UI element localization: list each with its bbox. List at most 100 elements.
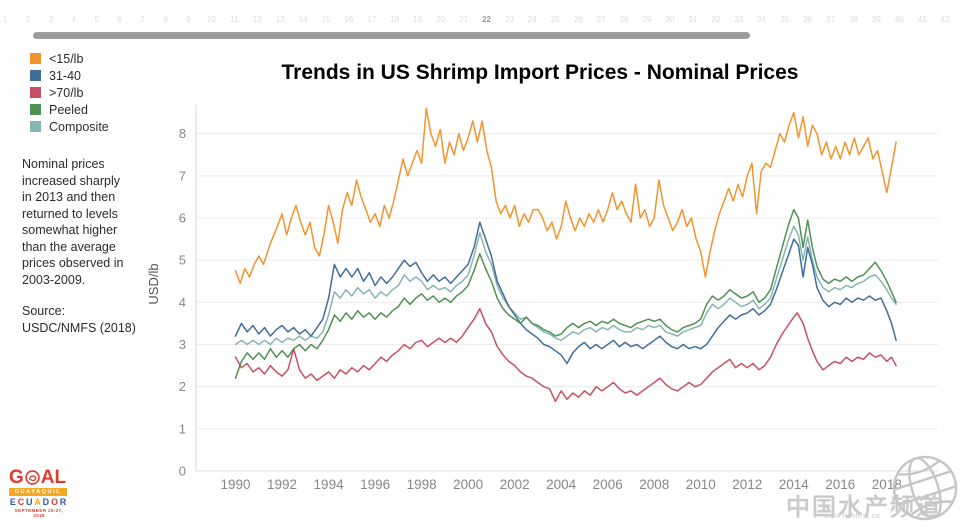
page-number: 2 [25,15,31,24]
logo-letter-g: G [9,467,24,488]
series-line-Peeled [234,208,897,379]
page-number: 27 [596,15,606,24]
logo-country-letter: U [26,497,35,507]
y-tick-label: 1 [179,421,186,436]
page-number-current: 22 [482,15,491,24]
page-number: 18 [390,15,400,24]
page-number: 37 [826,15,835,24]
legend-item: 31-40 [30,67,109,84]
legend-label: 31-40 [49,68,81,83]
x-tick-label: 1998 [407,477,437,492]
page-number: 4 [71,15,77,24]
logo-dates: SEPTEMBER 25-27, 2018 [14,508,64,518]
page-number: 11 [230,15,239,24]
page-number: 35 [780,15,790,24]
watermark-url: www.fishfirst.cn [824,513,881,520]
x-tick-label: 2014 [779,477,810,492]
page-number: 6 [117,15,122,24]
annotation-source: Source: USDC/NMFS (2018) [22,304,136,335]
page-number: 19 [413,15,423,24]
legend-item: Peeled [30,101,109,118]
page-number: 7 [140,15,145,24]
logo-country-letter: A [34,497,43,507]
page-number: 32 [711,15,721,24]
legend-label: Peeled [49,102,88,117]
page-number: 33 [734,15,744,24]
logo-ecuador-word: ECUADOR [9,497,69,507]
page-number: 14 [298,15,308,24]
logo-guayaquil-band: GUAYAQUIL [9,488,67,496]
y-tick-label: 0 [179,464,186,479]
page-number: 42 [940,15,950,24]
chart-title: Trends in US Shrimp Import Prices - Nomi… [281,61,799,84]
x-tick-label: 2010 [686,477,716,492]
logo-country-letter: R [59,497,69,507]
legend-swatch [30,70,41,81]
page-number: 40 [894,15,904,24]
x-tick-label: 1990 [221,477,251,492]
y-tick-label: 6 [179,211,186,226]
legend-swatch [30,104,41,115]
page-number: 17 [367,15,377,24]
page-number: 13 [275,15,285,24]
page-number: 8 [163,15,168,24]
page-number-ruler: 1 2 3 4 5 6 7 8 9 10 11 12 13 14 15 16 17 18 19 20 21 22 23 24 2… [0,0,960,28]
logo-country-letter: E [9,497,18,507]
legend-item: <15/lb [30,50,109,67]
series-line->70/lb [234,307,897,403]
y-tick-label: 5 [179,253,186,268]
page-number: 31 [688,15,698,24]
page-number: 41 [917,15,927,24]
page-number: 15 [321,15,331,24]
x-tick-label: 2006 [593,477,623,492]
logo-letters-al: AL [40,467,67,488]
series-line-31-40 [234,221,897,365]
logo-country-letter: C [17,497,27,507]
page-number: 34 [757,15,767,24]
globe-icon [888,452,960,529]
page-number: 26 [573,15,583,24]
logo-goal-word: G AL [9,468,81,487]
legend-item: >70/lb [30,84,109,101]
page-number: 1 [2,15,8,24]
logo-country-letter: D [42,497,51,507]
progress-scrollbar[interactable] [33,32,750,39]
y-tick-label: 8 [179,126,186,141]
legend-label: <15/lb [49,51,84,66]
page-number: 16 [344,15,354,24]
legend-swatch [30,121,41,132]
legend-label: Composite [49,119,109,134]
page-number: 24 [527,15,537,24]
page-number: 38 [848,15,858,24]
page-number: 10 [206,15,216,24]
legend-swatch [30,87,41,98]
page-number: 39 [871,15,881,24]
page-number: 29 [642,15,652,24]
logo-country-letter: O [50,497,60,507]
page-number: 5 [94,15,99,24]
shrimp-icon [25,470,40,485]
page-number: 12 [252,15,262,24]
legend-swatch [30,53,41,64]
series-line-Composite [234,225,897,346]
y-tick-label: 7 [179,168,186,183]
y-tick-label: 2 [179,379,186,394]
x-tick-label: 1992 [267,477,297,492]
x-tick-label: 1996 [360,477,390,492]
y-tick-label: 3 [179,337,186,352]
x-tick-label: 2002 [500,477,530,492]
goal-ecuador-logo: G AL GUAYAQUIL ECUADOR SEPTEMBER 25-27, … [9,468,81,518]
page-number: 20 [436,15,446,24]
annotation-text: Nominal prices increased sharply in 2013… [22,157,124,287]
x-tick-label: 2004 [546,477,577,492]
x-tick-label: 2012 [732,477,762,492]
x-tick-label: 2008 [639,477,669,492]
page-number: 9 [186,15,191,24]
page-number: 28 [619,15,629,24]
page-number: 30 [665,15,675,24]
page-number: 23 [505,15,514,24]
x-tick-label: 2000 [453,477,483,492]
page-number: 3 [48,15,54,24]
x-tick-label: 1994 [314,477,345,492]
